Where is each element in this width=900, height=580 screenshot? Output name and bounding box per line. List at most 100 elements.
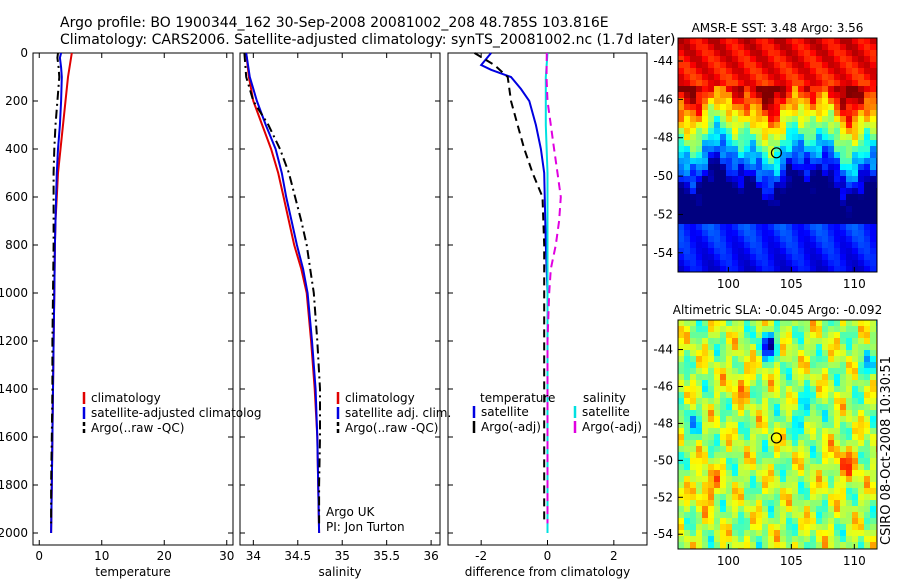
heatmap-cell [864, 218, 871, 225]
heatmap-cell [786, 140, 793, 147]
heatmap-cell [690, 212, 697, 219]
heatmap-cell [726, 68, 733, 75]
heatmap-cell [816, 542, 823, 549]
heatmap-cell [822, 362, 829, 369]
heatmap-cell [744, 458, 751, 465]
heatmap-cell [846, 128, 853, 135]
heatmap-cell [774, 104, 781, 111]
heatmap-cell [768, 56, 775, 63]
heatmap-cell [870, 212, 877, 219]
heatmap-cell [804, 488, 811, 495]
heatmap-cell [870, 152, 877, 159]
heatmap-cell [678, 146, 685, 153]
heatmap-cell [804, 110, 811, 117]
heatmap-cell [804, 446, 811, 453]
heatmap-cell [834, 500, 841, 507]
heatmap-cell [822, 332, 829, 339]
heatmap-cell [714, 380, 721, 387]
heatmap-cell [702, 458, 709, 465]
argo-location-marker [770, 432, 783, 444]
heatmap-cell [744, 146, 751, 153]
heatmap-cell [720, 152, 727, 159]
heatmap-cell [786, 146, 793, 153]
heatmap-cell [810, 326, 817, 333]
heatmap-cell [720, 428, 727, 435]
heatmap-cell [858, 140, 865, 147]
heatmap-cell [768, 476, 775, 483]
heatmap-cell [744, 332, 751, 339]
y-tick-label: 1600 [0, 430, 28, 444]
heatmap-cell [684, 518, 691, 525]
heatmap-cell [738, 530, 745, 537]
heatmap-cell [756, 344, 763, 351]
heatmap-cell [696, 260, 703, 267]
heatmap-cell [720, 392, 727, 399]
heatmap-cell [804, 128, 811, 135]
heatmap-cell [738, 368, 745, 375]
heatmap-cell [846, 230, 853, 237]
heatmap-cell [768, 140, 775, 147]
heatmap-cell [732, 494, 739, 501]
heatmap-cell [810, 542, 817, 549]
heatmap-cell [804, 434, 811, 441]
heatmap-cell [858, 398, 865, 405]
heatmap-cell [798, 434, 805, 441]
heatmap-cell [858, 500, 865, 507]
heatmap-cell [696, 170, 703, 177]
heatmap-cell [834, 476, 841, 483]
heatmap-cell [750, 134, 757, 141]
heatmap-cell [870, 530, 877, 537]
heatmap-cell [732, 542, 739, 549]
heatmap-cell [774, 116, 781, 123]
heatmap-cell [732, 416, 739, 423]
heatmap-cell [852, 500, 859, 507]
heatmap-cell [834, 164, 841, 171]
heatmap-cell [852, 422, 859, 429]
heatmap-cell [780, 488, 787, 495]
heatmap-cell [780, 332, 787, 339]
heatmap-cell [792, 422, 799, 429]
heatmap-cell [690, 482, 697, 489]
heatmap-cell [750, 110, 757, 117]
heatmap-cell [768, 98, 775, 105]
heatmap-cell [852, 74, 859, 81]
heatmap-cell [708, 350, 715, 357]
heatmap-cell [834, 44, 841, 51]
heatmap-cell [846, 500, 853, 507]
heatmap-cell [714, 536, 721, 543]
heatmap-cell [702, 140, 709, 147]
heatmap-cell [678, 38, 685, 45]
heatmap-cell [726, 320, 733, 327]
heatmap-cell [786, 194, 793, 201]
heatmap-cell [864, 242, 871, 249]
heatmap-cell [780, 242, 787, 249]
heatmap-cell [816, 224, 823, 231]
heatmap-cell [696, 140, 703, 147]
heatmap-cell [738, 512, 745, 519]
heatmap-cell [714, 470, 721, 477]
heatmap-cell [696, 428, 703, 435]
heatmap-cell [750, 140, 757, 147]
heatmap-cell [870, 86, 877, 93]
heatmap-cell [834, 50, 841, 57]
heatmap-cell [762, 236, 769, 243]
heatmap-cell [864, 158, 871, 165]
heatmap-cell [684, 386, 691, 393]
heatmap-cell [798, 350, 805, 357]
heatmap-cell [678, 170, 685, 177]
heatmap-cell [864, 350, 871, 357]
heatmap-cell [870, 362, 877, 369]
heatmap-cell [684, 530, 691, 537]
heatmap-cell [756, 134, 763, 141]
heatmap-cell [768, 134, 775, 141]
heatmap-cell [696, 326, 703, 333]
heatmap-cell [708, 62, 715, 69]
header-line2: Climatology: CARS2006. Satellite-adjuste… [60, 32, 675, 48]
heatmap-cell [810, 86, 817, 93]
heatmap-cell [756, 128, 763, 135]
heatmap-cell [720, 176, 727, 183]
y-tick-label: -48 [653, 416, 673, 430]
heatmap-cell [696, 38, 703, 45]
heatmap-cell [696, 224, 703, 231]
